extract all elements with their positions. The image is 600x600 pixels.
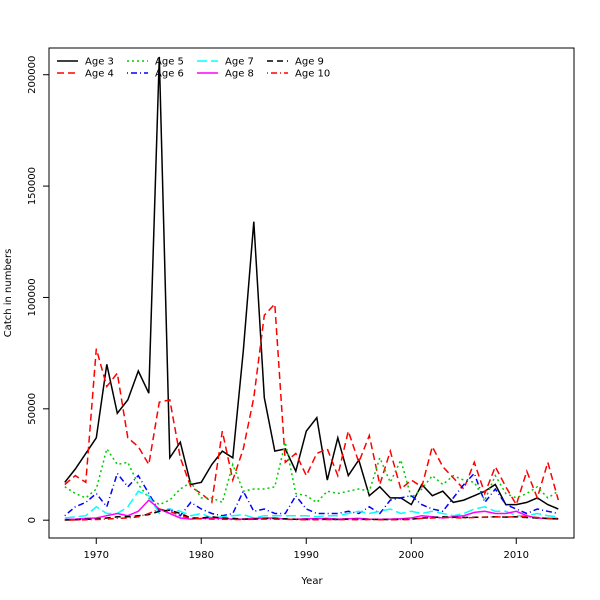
plot-frame (48, 47, 575, 539)
series-line-age-8 (64, 499, 559, 521)
legend-label: Age 10 (295, 69, 330, 80)
legend-label: Age 3 (85, 57, 114, 68)
y-axis-label: Catch in numbers (3, 249, 14, 338)
series-line-age-10 (64, 508, 559, 521)
y-tick-label: 50000 (27, 393, 38, 425)
series-line-age-3 (64, 56, 559, 510)
y-tick-label: 100000 (27, 278, 38, 316)
series-line-age-5 (64, 442, 559, 506)
x-tick-label: 1980 (189, 550, 214, 561)
x-axis: 1970 1980 1990 2000 2010 (84, 538, 529, 561)
x-axis-label: Year (300, 576, 323, 587)
y-tick-label: 150000 (27, 167, 38, 205)
series-line-age-4 (64, 302, 560, 507)
legend-label: Age 9 (295, 57, 324, 68)
x-tick-label: 1990 (294, 550, 319, 561)
y-tick-label: 0 (27, 517, 38, 523)
legend-label: Age 8 (225, 69, 254, 80)
legend-label: Age 6 (155, 69, 184, 80)
legend-label: Age 7 (225, 57, 254, 68)
x-tick-label: 2000 (399, 550, 424, 561)
y-axis: 0 50000 100000 150000 200000 (27, 56, 49, 523)
series-line-age-6 (64, 471, 559, 517)
series-line-age-7 (64, 490, 559, 519)
x-tick-label: 2010 (504, 550, 529, 561)
legend-label: Age 5 (155, 57, 184, 68)
y-tick-label: 200000 (27, 56, 38, 94)
x-tick-label: 1970 (84, 550, 109, 561)
legend-label: Age 4 (85, 69, 114, 80)
series-layer (64, 56, 560, 521)
